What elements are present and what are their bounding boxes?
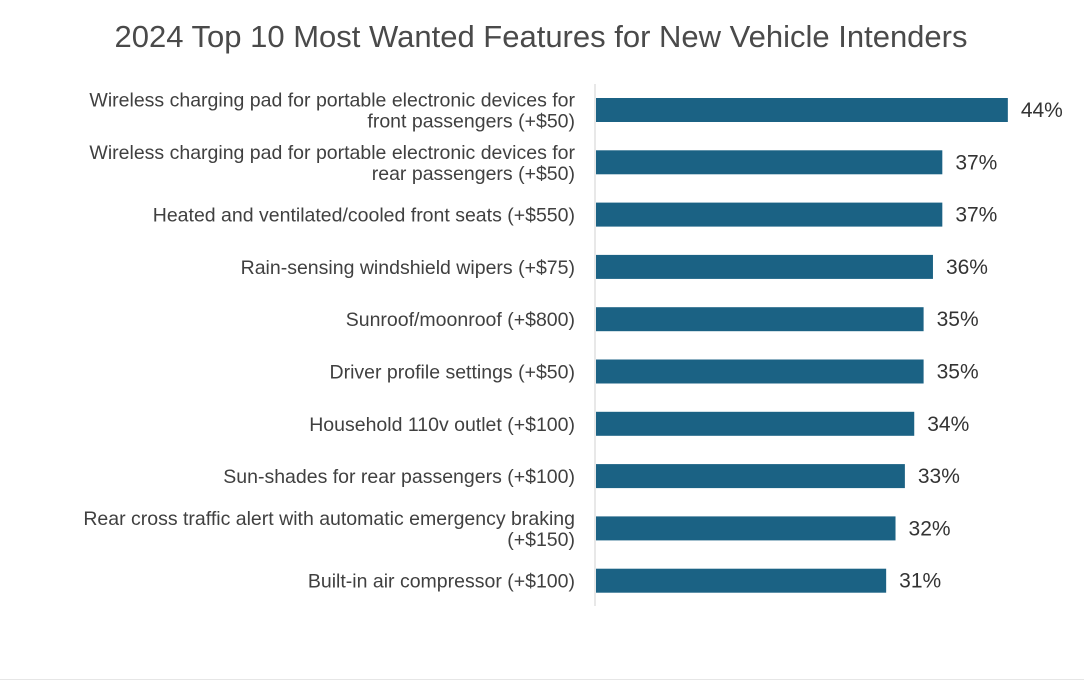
category-label: (+$150) (507, 529, 575, 551)
data-label: 31% (899, 570, 941, 593)
category-label: rear passengers (+$50) (372, 163, 575, 185)
category-label: Wireless charging pad for portable elect… (89, 90, 575, 112)
category-label: Heated and ventilated/cooled front seats… (153, 205, 575, 227)
data-label: 44% (1021, 99, 1063, 122)
bar (596, 568, 887, 593)
data-label: 35% (937, 361, 979, 384)
data-label: 32% (909, 517, 951, 540)
bar (596, 202, 943, 227)
data-label: 34% (927, 413, 969, 436)
category-label: front passengers (+$50) (367, 111, 575, 133)
data-label: 33% (918, 465, 960, 488)
bottom-divider (0, 679, 1084, 680)
category-label: Driver profile settings (+$50) (330, 362, 575, 384)
data-label: 36% (946, 256, 988, 279)
category-label: Sun-shades for rear passengers (+$100) (223, 466, 575, 488)
data-labels-group: 44% 37% 37% 36% 35% 35% 34% 33% 32% 31% (899, 99, 1063, 593)
category-label: Wireless charging pad for portable elect… (89, 142, 575, 164)
chart-title: 2024 Top 10 Most Wanted Features for New… (115, 19, 968, 54)
data-label: 37% (955, 151, 997, 174)
bar (596, 359, 924, 384)
bar (596, 516, 896, 541)
category-label: Built-in air compressor (+$100) (308, 571, 575, 593)
bar (596, 307, 924, 332)
category-label: Household 110v outlet (+$100) (309, 414, 575, 436)
category-labels-group: Wireless charging pad for portable elect… (83, 90, 575, 593)
data-label: 35% (937, 308, 979, 331)
category-label: Sunroof/moonroof (+$800) (346, 309, 575, 331)
bar (596, 254, 933, 279)
bar (596, 98, 1008, 122)
bar (596, 150, 943, 175)
data-label: 37% (955, 204, 997, 227)
category-label: Rain-sensing windshield wipers (+$75) (241, 257, 575, 279)
bars-group (596, 98, 1008, 593)
bar (596, 464, 905, 489)
bar (596, 411, 915, 436)
category-label: Rear cross traffic alert with automatic … (83, 508, 575, 530)
